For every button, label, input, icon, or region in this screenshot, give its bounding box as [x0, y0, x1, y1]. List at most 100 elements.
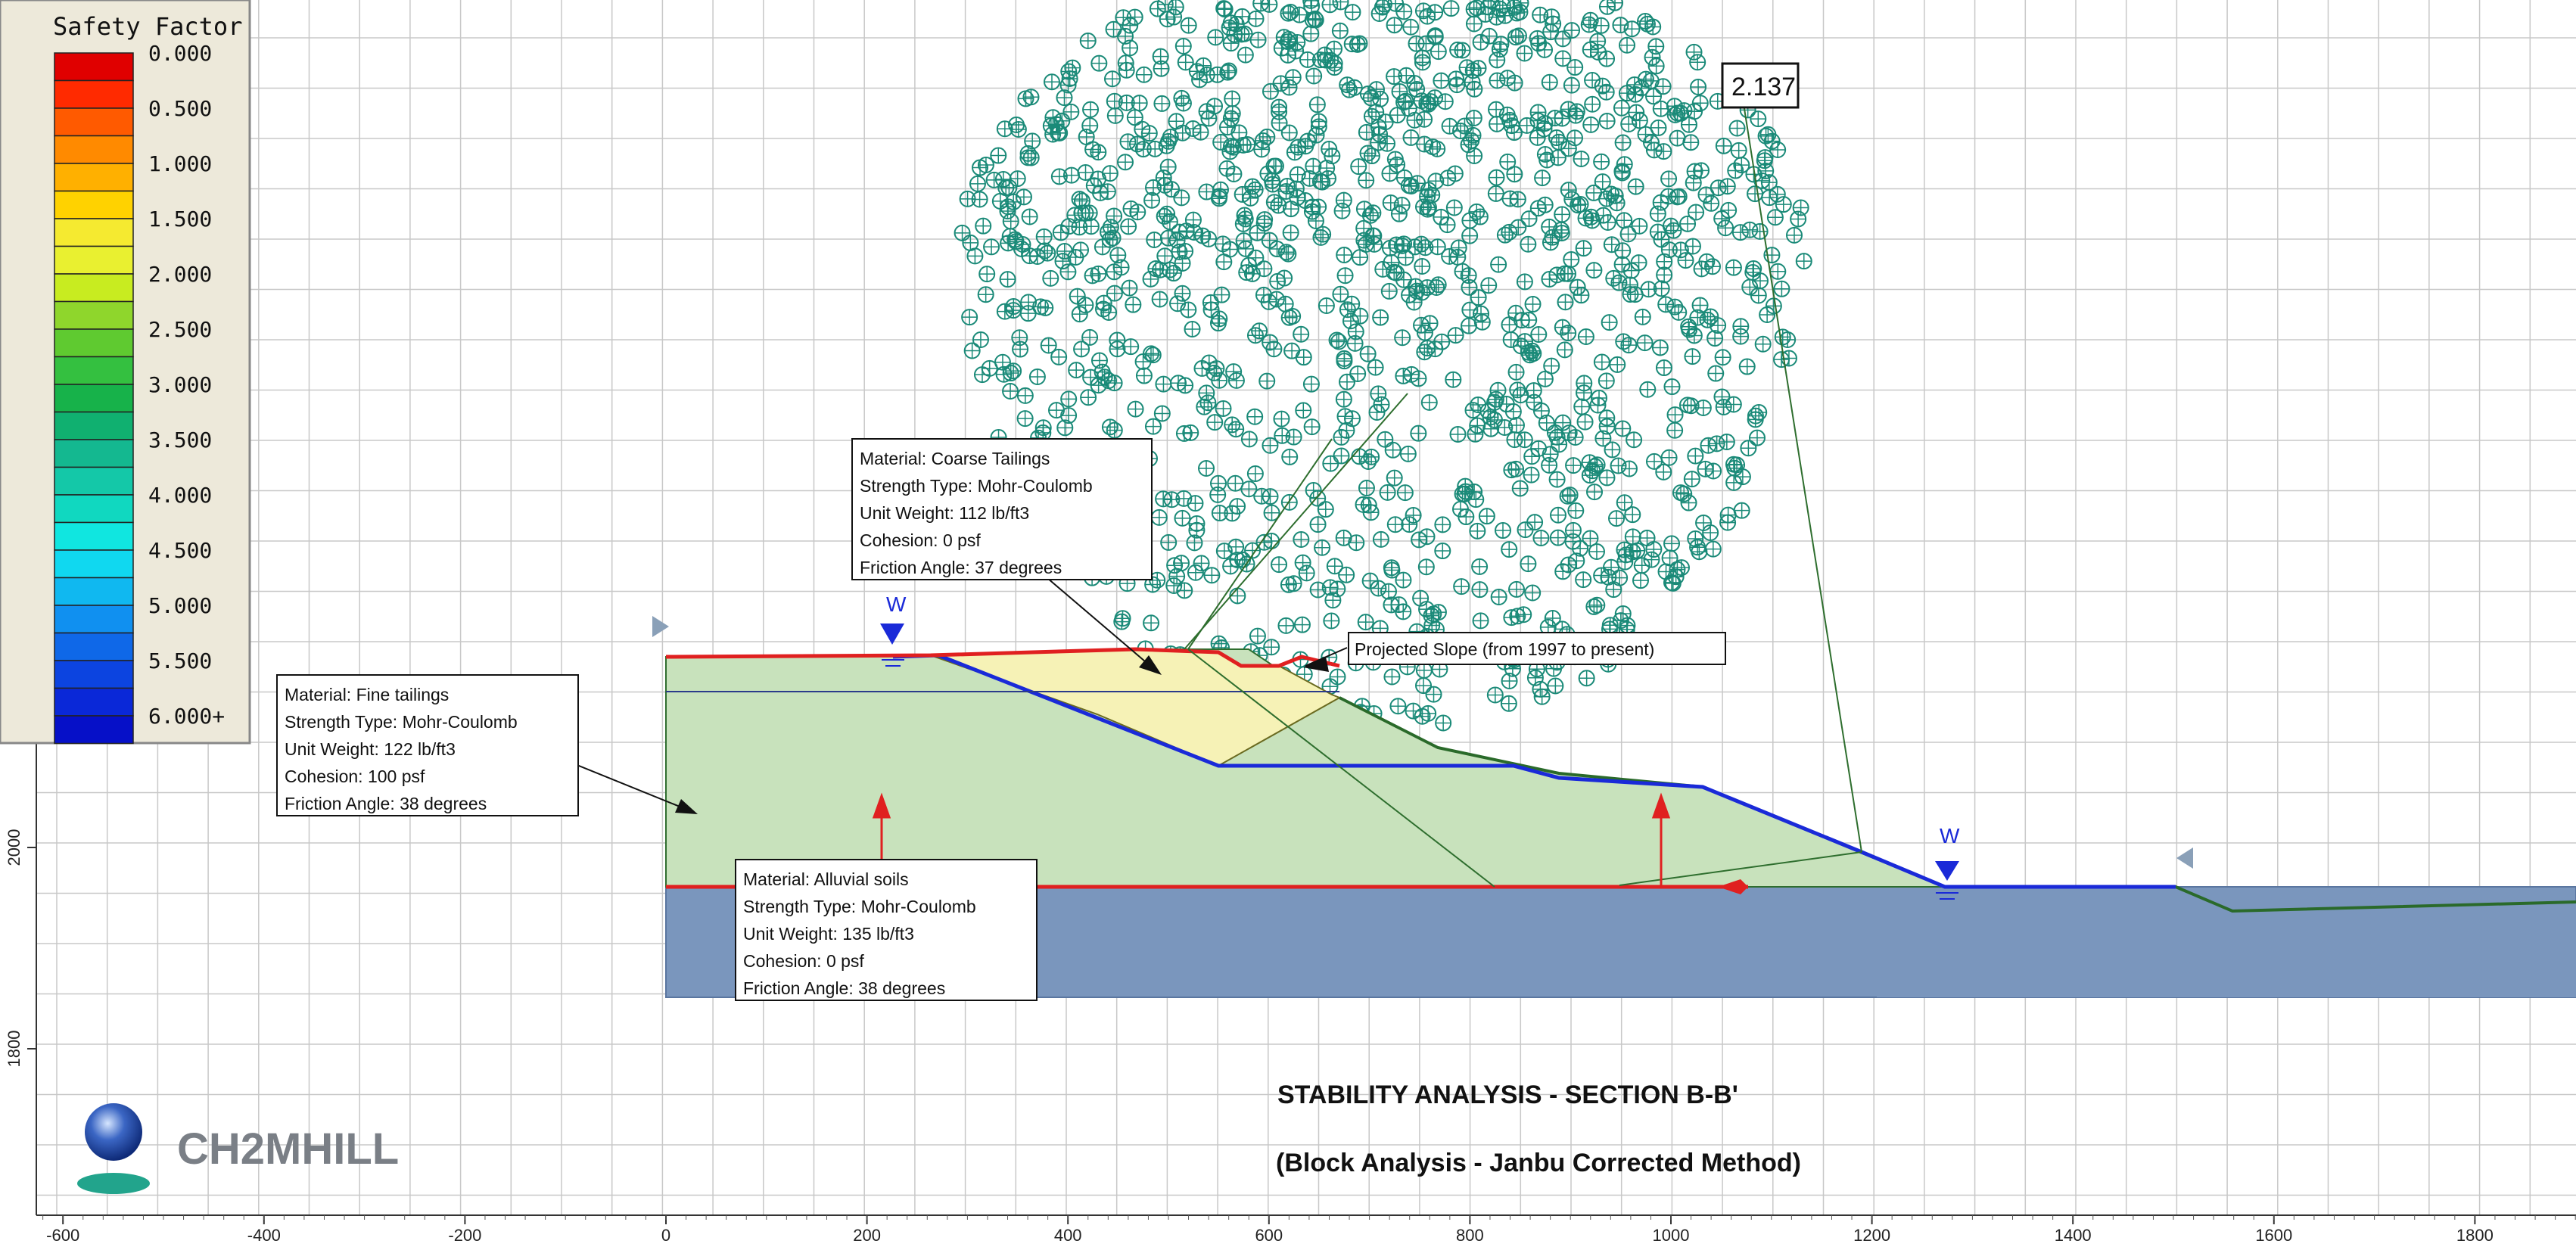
slip-center-marker: [1645, 541, 1663, 558]
slip-center-marker: [1167, 0, 1184, 16]
slip-center-marker: [1333, 202, 1351, 219]
slip-center-marker: [1470, 396, 1487, 414]
slip-center-marker: [1741, 221, 1759, 238]
slip-center-marker: [1013, 240, 1030, 257]
slip-center-marker: [1262, 488, 1279, 505]
slip-center-marker: [1273, 410, 1290, 428]
slip-center-marker: [1359, 145, 1377, 162]
coarse-tailings-label[interactable]: Material: Coarse Tailings Strength Type:…: [851, 438, 1153, 580]
slip-center-marker: [1430, 43, 1447, 61]
slip-center-marker: [1215, 400, 1232, 417]
slip-center-marker: [1448, 70, 1465, 88]
water-marker-left[interactable]: W: [880, 592, 907, 667]
slip-center-marker: [1143, 614, 1160, 632]
slip-center-marker: [1720, 201, 1738, 219]
safety-factor-legend[interactable]: Safety Factor 0.000 0.500 1.000 1.500 2.000 2…: [0, 0, 251, 745]
slip-center-marker: [1165, 265, 1182, 282]
slip-center-marker: [1118, 61, 1135, 79]
slip-center-marker: [1355, 201, 1373, 218]
projected-slope-text: Projected Slope (from 1997 to present): [1355, 639, 1654, 659]
slip-center-marker: [1109, 247, 1127, 264]
slip-center-marker: [1585, 598, 1603, 615]
grid-lines: [36, 0, 2576, 1215]
legend-swatch: [54, 328, 134, 358]
slip-center-marker: [1209, 486, 1227, 503]
legend-swatch: [54, 107, 134, 137]
slip-center-marker: [1560, 325, 1577, 342]
fine-tailings-label[interactable]: Material: Fine tailings Strength Type: M…: [276, 674, 579, 816]
slip-center-marker: [1359, 345, 1377, 362]
slip-center-marker: [1339, 301, 1356, 319]
slip-center-marker: [1194, 227, 1212, 244]
slip-center-marker: [1293, 325, 1310, 343]
slip-center-marker: [1120, 218, 1137, 235]
water-marker-right[interactable]: W: [1935, 824, 1960, 900]
slip-center-marker: [1457, 477, 1474, 495]
slip-center-marker: [1234, 185, 1251, 203]
slip-center-marker: [1445, 199, 1463, 216]
analysis-subtitle: (Block Analysis - Janbu Corrected Method…: [1276, 1149, 1801, 1177]
slip-center-marker: [1371, 126, 1389, 143]
slip-center-marker: [1200, 230, 1218, 247]
critical-slip-surface[interactable]: [665, 647, 1340, 668]
x-tick-label: 1000: [1653, 1226, 1690, 1245]
alluvial-line-4: Cohesion: 0 psf: [743, 951, 864, 971]
legend-value: 3.500: [148, 428, 212, 452]
projected-slope-label[interactable]: Projected Slope (from 1997 to present): [1348, 632, 1726, 665]
critical-fs-label[interactable]: 2.137: [1721, 62, 1800, 109]
slip-centers-grid[interactable]: [954, 0, 1812, 735]
slip-center-marker: [1733, 502, 1750, 519]
slip-center-marker: [1324, 592, 1342, 609]
slip-center-marker: [1560, 265, 1577, 282]
slip-center-marker: [1151, 291, 1168, 308]
slip-center-marker: [1563, 76, 1580, 94]
slip-center-marker: [1677, 252, 1694, 269]
slip-center-marker: [1543, 357, 1560, 375]
slip-center-marker: [1609, 356, 1626, 373]
slip-center-marker: [1390, 205, 1408, 222]
slip-center-marker: [1510, 219, 1527, 236]
slip-center-marker: [1414, 2, 1432, 20]
slip-center-marker: [1631, 112, 1648, 129]
alluvial-soils-label[interactable]: Material: Alluvial soils Strength Type: …: [735, 859, 1038, 1001]
legend-swatch: [54, 549, 134, 579]
slip-center-marker: [1520, 555, 1537, 573]
slip-center-marker: [1756, 149, 1774, 166]
slip-center-marker: [1323, 612, 1340, 630]
slip-center-marker: [1168, 113, 1185, 130]
slip-center-marker: [1024, 132, 1041, 150]
slip-center-marker: [1282, 4, 1299, 21]
slip-center-marker: [1294, 554, 1311, 571]
slip-center-marker: [1174, 124, 1191, 141]
slip-center-marker: [1293, 531, 1310, 549]
legend-value: 5.500: [148, 648, 212, 673]
slip-center-marker: [1114, 610, 1131, 627]
slip-center-marker: [1395, 367, 1412, 384]
slip-center-marker: [1242, 189, 1259, 207]
slip-center-marker: [1225, 363, 1243, 381]
slip-center-marker: [1121, 279, 1138, 297]
slip-center-marker: [1576, 375, 1593, 392]
slip-center-marker: [1090, 144, 1107, 161]
slip-center-marker: [1161, 261, 1178, 278]
slip-center-marker: [1168, 232, 1186, 249]
slip-center-marker: [1386, 263, 1403, 281]
slip-center-marker: [1592, 17, 1610, 34]
coarse-line-1: Material: Coarse Tailings: [860, 449, 1050, 468]
slip-center-marker: [1258, 372, 1276, 390]
slip-center-marker: [1553, 224, 1570, 241]
x-axis: -600 -400 -200 0 200 400 600 800 1000 1200 1400 160…: [36, 1214, 2576, 1245]
slip-center-marker: [1393, 196, 1411, 213]
ch2mhill-logo: CH2MHILL: [77, 1103, 399, 1194]
slip-center-marker: [1350, 158, 1367, 176]
slip-center-marker: [1420, 182, 1437, 199]
slip-center-marker: [1280, 5, 1297, 22]
legend-value: 1.500: [148, 207, 212, 232]
downstream-ground-region[interactable]: [1877, 887, 2576, 997]
slip-center-marker: [962, 234, 979, 251]
slip-center-marker: [981, 359, 998, 377]
slip-center-marker: [1517, 521, 1534, 539]
slip-center-marker: [1786, 226, 1803, 244]
slip-center-marker: [1682, 397, 1700, 415]
